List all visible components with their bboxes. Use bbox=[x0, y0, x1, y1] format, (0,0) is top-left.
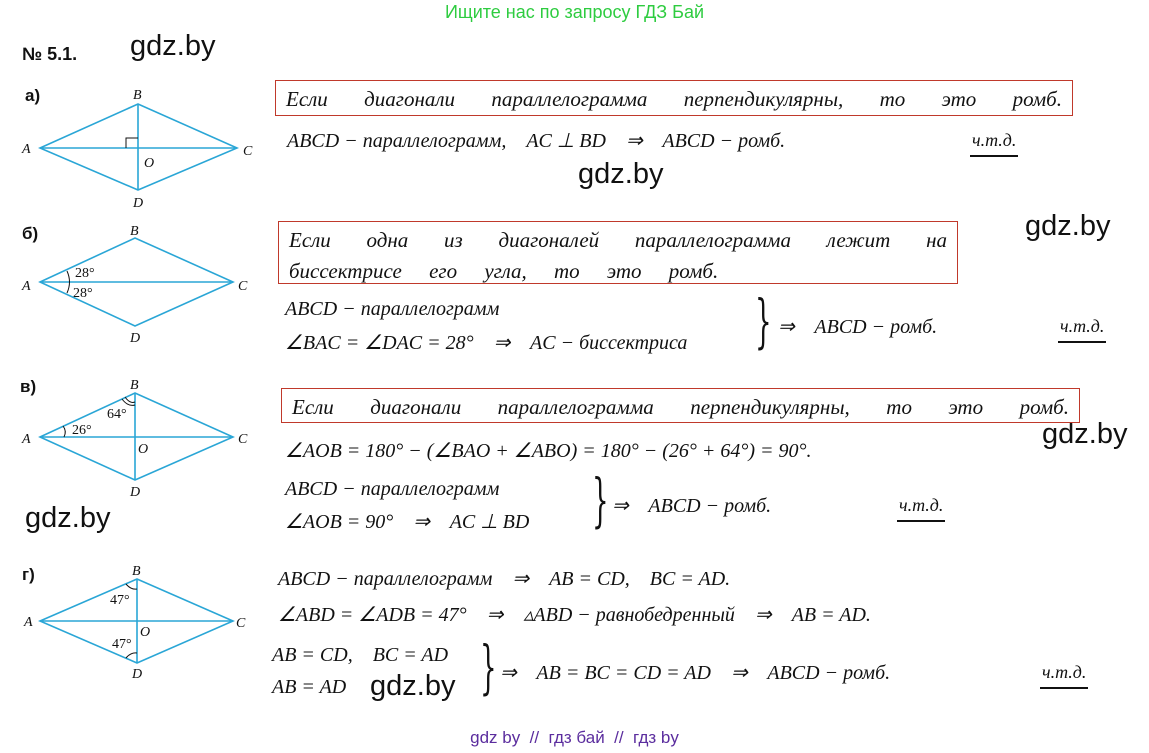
vertex-d: D bbox=[129, 485, 140, 500]
theorem-box: Если одна из диагоналей параллелограмма … bbox=[278, 221, 958, 284]
vertex-b: B bbox=[130, 378, 139, 393]
vertex-o: O bbox=[140, 625, 150, 640]
angle-label: 64° bbox=[107, 407, 127, 422]
theorem-box: Если диагонали параллелограмма перпендик… bbox=[275, 80, 1073, 116]
watermark: gdz.by bbox=[578, 158, 664, 190]
part-label: б) bbox=[22, 224, 39, 243]
part-label: в) bbox=[20, 377, 37, 396]
vertex-a: A bbox=[21, 142, 31, 157]
footer-links[interactable]: gdz by // гдз бай // гдз by bbox=[470, 728, 679, 747]
conclusion: ⇒ ABCD − ромб. bbox=[778, 316, 938, 338]
vertex-c: C bbox=[243, 144, 253, 159]
angle-label: 47° bbox=[110, 593, 130, 608]
watermark: gdz.by bbox=[370, 670, 456, 702]
vertex-o: O bbox=[144, 156, 154, 171]
part-label: г) bbox=[22, 565, 35, 584]
problem-number: № 5.1. bbox=[22, 44, 78, 64]
vertex-a: A bbox=[23, 615, 33, 630]
qed: ч.т.д. bbox=[897, 495, 946, 522]
brace: } bbox=[480, 633, 497, 701]
theorem-box: Если диагонали параллелограмма перпендик… bbox=[281, 388, 1080, 423]
proof-line: ABCD − параллелограмм bbox=[285, 298, 500, 320]
conclusion: ⇒ ABCD − ромб. bbox=[612, 495, 772, 517]
qed: ч.т.д. bbox=[970, 130, 1019, 157]
promo-text[interactable]: Ищите нас по запросу ГДЗ Бай bbox=[444, 2, 705, 22]
angle-label: 28° bbox=[73, 286, 93, 301]
vertex-b: B bbox=[130, 224, 139, 239]
conclusion: ⇒ AB = BC = CD = AD ⇒ ABCD − ромб. bbox=[500, 662, 891, 684]
rhombus-diagram-b: 28° 28° A B C D bbox=[21, 224, 248, 345]
angle-label: 28° bbox=[75, 266, 95, 281]
proof-line: AB = AD bbox=[272, 676, 347, 698]
rhombus-diagram-v: 64° 26° A B C D O bbox=[21, 378, 248, 500]
vertex-c: C bbox=[238, 432, 248, 447]
proof-line: ∠AOB = 90° ⇒ AC ⊥ BD bbox=[285, 511, 530, 533]
theorem-text: биссектрисе его угла, то это ромб. bbox=[289, 259, 719, 283]
proof-line: ∠AOB = 180° − (∠BAO + ∠ABO) = 180° − (26… bbox=[285, 440, 812, 462]
part-label: а) bbox=[25, 86, 41, 105]
vertex-c: C bbox=[236, 616, 246, 631]
proof-line: ∠ABD = ∠ADB = 47° ⇒ ▵ABD − равнобедренны… bbox=[278, 604, 871, 626]
proof-line: AB = CD, BC = AD bbox=[272, 644, 449, 666]
qed: ч.т.д. bbox=[1040, 662, 1089, 689]
watermark: gdz.by bbox=[25, 502, 111, 534]
vertex-d: D bbox=[129, 331, 140, 345]
proof-line: ABCD − параллелограмм ⇒ AB = CD, BC = AD… bbox=[278, 568, 731, 590]
vertex-a: A bbox=[21, 279, 31, 294]
vertex-a: A bbox=[21, 432, 31, 447]
vertex-o: O bbox=[138, 442, 148, 457]
angle-label: 26° bbox=[72, 423, 92, 438]
vertex-d: D bbox=[132, 196, 143, 211]
proof-line: ∠BAC = ∠DAC = 28° ⇒ AC − биссектриса bbox=[285, 332, 688, 354]
watermark: gdz.by bbox=[1042, 418, 1128, 450]
theorem-text: Если диагонали параллелограмма перпендик… bbox=[292, 395, 1069, 419]
vertex-c: C bbox=[238, 279, 248, 294]
proof-line: ABCD − параллелограмм bbox=[285, 478, 500, 500]
angle-label: 47° bbox=[112, 637, 132, 652]
theorem-text: Если диагонали параллелограмма перпендик… bbox=[286, 87, 1062, 111]
rhombus-diagram-a: A B C D O bbox=[21, 88, 253, 211]
theorem-text: Если одна из диагоналей параллелограмма … bbox=[289, 228, 947, 252]
vertex-d: D bbox=[131, 667, 142, 682]
vertex-b: B bbox=[133, 88, 142, 103]
proof-line: ABCD − параллелограмм, AC ⊥ BD ⇒ ABCD − … bbox=[287, 130, 786, 152]
rhombus-diagram-g: 47° 47° A B C D O bbox=[23, 564, 246, 682]
watermark: gdz.by bbox=[130, 30, 216, 62]
qed: ч.т.д. bbox=[1058, 316, 1107, 343]
watermark: gdz.by bbox=[1025, 210, 1111, 242]
brace: } bbox=[755, 287, 772, 355]
brace: } bbox=[592, 466, 609, 534]
vertex-b: B bbox=[132, 564, 141, 579]
